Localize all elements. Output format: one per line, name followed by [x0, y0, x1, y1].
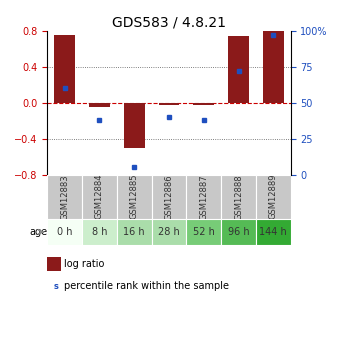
Text: GSM12886: GSM12886	[165, 174, 173, 219]
Text: 144 h: 144 h	[260, 227, 287, 237]
Text: GSM12887: GSM12887	[199, 174, 208, 219]
Text: 16 h: 16 h	[123, 227, 145, 237]
Bar	[54, 35, 75, 103]
Bar	[89, 103, 110, 107]
Bar	[82, 219, 117, 245]
Bar	[117, 219, 151, 245]
Bar	[263, 31, 284, 103]
Bar	[193, 103, 214, 105]
Text: age: age	[29, 227, 47, 237]
Bar	[47, 175, 82, 219]
Text: GSM12885: GSM12885	[130, 174, 139, 219]
Title: GDS583 / 4.8.21: GDS583 / 4.8.21	[112, 16, 226, 30]
Text: 0 h: 0 h	[57, 227, 72, 237]
Text: 8 h: 8 h	[92, 227, 107, 237]
Text: 28 h: 28 h	[158, 227, 180, 237]
Bar	[228, 36, 249, 103]
Text: s: s	[54, 282, 59, 291]
Text: 52 h: 52 h	[193, 227, 215, 237]
Bar	[221, 219, 256, 245]
Bar	[124, 103, 145, 148]
Text: percentile rank within the sample: percentile rank within the sample	[64, 282, 228, 291]
Bar	[152, 175, 186, 219]
Bar	[187, 175, 221, 219]
Bar	[187, 219, 221, 245]
Text: GSM12889: GSM12889	[269, 174, 278, 219]
Bar	[256, 175, 291, 219]
Text: log ratio: log ratio	[64, 259, 104, 269]
Text: 96 h: 96 h	[228, 227, 249, 237]
Bar	[47, 219, 82, 245]
Bar	[256, 219, 291, 245]
Bar	[221, 175, 256, 219]
Bar	[159, 103, 179, 105]
Bar	[82, 175, 117, 219]
Bar	[117, 175, 151, 219]
Text: GSM12884: GSM12884	[95, 174, 104, 219]
Text: GSM12883: GSM12883	[60, 174, 69, 219]
Text: GSM12888: GSM12888	[234, 174, 243, 219]
Bar	[152, 219, 186, 245]
